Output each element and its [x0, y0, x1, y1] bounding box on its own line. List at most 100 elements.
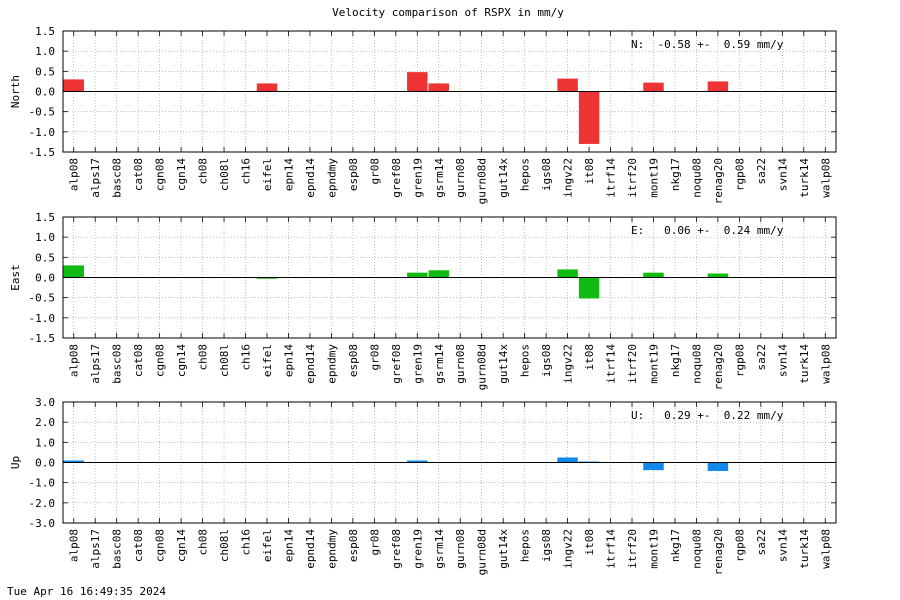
y-tick-label: 1.0 [35, 436, 55, 449]
y-axis-label: North [9, 75, 22, 108]
chart-title: Velocity comparison of RSPX in mm/y [332, 6, 564, 19]
x-tick-label: ch08 [197, 158, 210, 185]
bar-ingv22 [557, 78, 578, 92]
x-tick-label: alps17 [89, 344, 102, 384]
x-tick-label: it08 [583, 529, 596, 556]
x-tick-label: gurn08d [476, 529, 489, 575]
annotation: U: 0.29 +- 0.22 mm/y [631, 409, 784, 422]
x-tick-label: svn14 [776, 529, 789, 562]
timestamp: Tue Apr 16 16:49:35 2024 [7, 585, 166, 598]
x-tick-label: gren19 [411, 344, 424, 384]
bar-renag20 [707, 462, 729, 471]
bar-eifel [256, 277, 278, 279]
x-tick-label: hepos [519, 344, 532, 377]
x-tick-label: esp08 [347, 344, 360, 377]
x-tick-label: gr08 [368, 344, 381, 371]
x-tick-label: itrf14 [605, 158, 618, 198]
x-tick-label: itrf14 [605, 344, 618, 384]
x-tick-label: cat08 [132, 158, 145, 191]
x-tick-label: itrf20 [626, 158, 639, 198]
x-tick-label: alps17 [89, 158, 102, 198]
x-tick-label: itrf14 [605, 529, 618, 569]
bar-mont19 [643, 272, 664, 278]
x-tick-label: ch16 [240, 344, 253, 371]
panel-north: -1.5 -1.0 -0.5 0.0 0.5 1.0 1.5 N: -0.58 +- 0.59… [9, 25, 837, 204]
x-tick-label: epnd14 [304, 344, 317, 384]
x-tick-label: cgn08 [154, 529, 167, 562]
x-tick-label: gurn08d [476, 344, 489, 390]
x-tick-label: sa22 [755, 529, 768, 556]
x-tick-label: walp08 [819, 344, 832, 384]
y-tick-label: -0.5 [29, 106, 56, 119]
x-tick-label: igs08 [540, 529, 553, 562]
x-tick-label: it08 [583, 344, 596, 371]
x-tick-label: ingv22 [562, 158, 575, 198]
x-tick-label: mont19 [647, 158, 660, 198]
x-tick-label: itrf20 [626, 529, 639, 569]
y-axis-label: East [9, 264, 22, 291]
y-tick-label: 0.0 [35, 86, 55, 99]
x-tick-label: basc08 [111, 344, 124, 384]
x-tick-label: itrf20 [626, 344, 639, 384]
x-tick-label: ingv22 [562, 529, 575, 569]
bar-ingv22 [557, 269, 578, 278]
x-tick-label: gr08 [368, 158, 381, 185]
x-tick-label: ch08l [218, 529, 231, 562]
x-tick-label: noqu08 [690, 344, 703, 384]
y-tick-label: -3.0 [29, 517, 56, 530]
y-tick-label: 1.5 [35, 25, 55, 38]
x-tick-label: epndmy [325, 344, 338, 384]
y-axis-label: Up [9, 456, 22, 469]
x-tick-label: ch08l [218, 158, 231, 191]
x-tick-label: cgn14 [175, 344, 188, 377]
x-tick-label: cgn14 [175, 158, 188, 191]
x-tick-label: alp08 [68, 529, 81, 562]
x-tick-label: alp08 [68, 158, 81, 191]
x-tick-label: basc08 [111, 158, 124, 198]
x-tick-label: epnd14 [304, 158, 317, 198]
x-tick-label: epn14 [282, 158, 295, 191]
bar-renag20 [707, 273, 729, 278]
y-tick-label: -0.5 [29, 292, 56, 305]
x-tick-label: eifel [261, 529, 274, 562]
x-tick-label: gurn08 [454, 344, 467, 384]
x-tick-label: walp08 [819, 158, 832, 198]
x-tick-label: alp08 [68, 344, 81, 377]
x-tick-label: igs08 [540, 158, 553, 191]
bar-alp08 [63, 265, 84, 278]
x-tick-label: epndmy [325, 158, 338, 198]
x-tick-label: cgn14 [175, 529, 188, 562]
x-tick-label: gut14x [497, 344, 510, 384]
x-tick-label: nkg17 [669, 344, 682, 377]
x-tick-label: gref08 [390, 344, 403, 384]
panel-up: -3.0 -2.0 -1.0 0.0 1.0 2.0 3.0 U: 0.29 +- 0.22 … [9, 396, 837, 575]
x-tick-label: cgn08 [154, 344, 167, 377]
x-tick-label: epndmy [325, 529, 338, 569]
x-tick-label: nkg17 [669, 158, 682, 191]
bar-mont19 [643, 82, 664, 92]
bar-it08 [578, 91, 600, 144]
x-tick-label: gren19 [411, 529, 424, 569]
bar-gren19 [407, 272, 428, 278]
x-tick-label: mont19 [647, 529, 660, 569]
bar-mont19 [643, 462, 664, 471]
x-tick-label: hepos [519, 158, 532, 191]
bar-gsrm14 [428, 270, 449, 278]
panels: -1.5 -1.0 -0.5 0.0 0.5 1.0 1.5 N: -0.58 +- 0.59… [9, 25, 837, 575]
x-tick-label: eifel [261, 158, 274, 191]
x-tick-label: turk14 [798, 344, 811, 384]
y-tick-label: -1.0 [29, 312, 56, 325]
x-tick-label: noqu08 [690, 529, 703, 569]
x-tick-label: gurn08 [454, 529, 467, 569]
x-tick-label: eifel [261, 344, 274, 377]
plot-frame [62, 30, 837, 153]
x-tick-label: noqu08 [690, 158, 703, 198]
x-tick-label: ch08 [197, 529, 210, 556]
x-tick-label: sa22 [755, 344, 768, 371]
y-tick-label: 3.0 [35, 396, 55, 409]
x-tick-label: gut14x [497, 529, 510, 569]
x-tick-label: ingv22 [562, 344, 575, 384]
bar-alp08 [63, 460, 84, 463]
x-tick-label: rgp08 [733, 158, 746, 191]
